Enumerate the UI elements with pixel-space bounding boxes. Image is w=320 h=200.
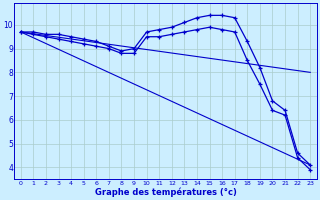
X-axis label: Graphe des températures (°c): Graphe des températures (°c) [95, 187, 236, 197]
